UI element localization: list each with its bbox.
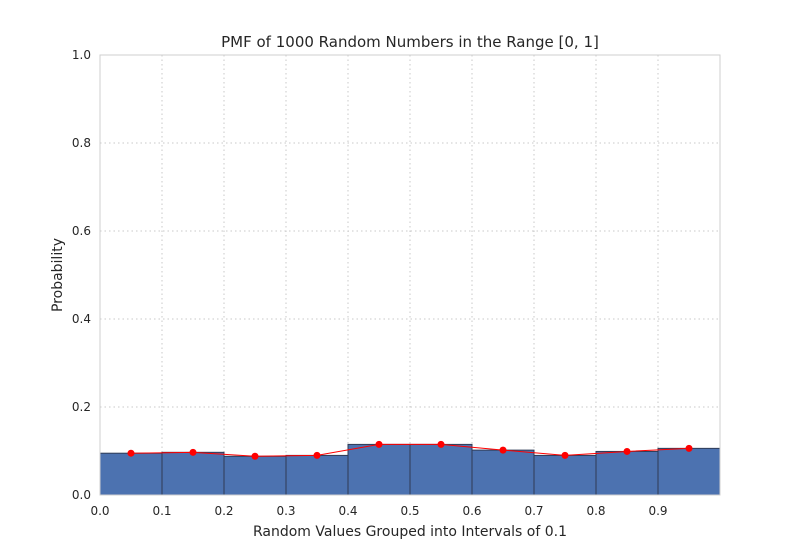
line-overlay	[130, 443, 690, 457]
x-tick-label: 0.3	[276, 504, 295, 518]
y-axis-label: Probability	[50, 238, 66, 312]
x-tick-labels: 0.0 0.1 0.2 0.3 0.4 0.5 0.6 0.7 0.8 0.9	[90, 504, 667, 518]
x-axis-label: Random Values Grouped into Intervals of …	[253, 524, 567, 540]
y-tick-label: 1.0	[72, 48, 91, 62]
markers	[127, 440, 693, 460]
x-tick-label: 0.6	[462, 504, 481, 518]
data-point	[313, 451, 321, 459]
bars	[99, 443, 721, 496]
bar	[347, 443, 411, 496]
data-point	[623, 447, 631, 455]
x-tick-label: 0.8	[586, 504, 605, 518]
x-tick-label: 0.9	[648, 504, 667, 518]
x-tick-label: 0.0	[90, 504, 109, 518]
bar	[285, 454, 349, 496]
bar	[471, 449, 535, 496]
plot-frame	[99, 54, 721, 496]
bar	[99, 452, 163, 496]
y-tick-label: 0.6	[72, 224, 91, 238]
y-tick-label: 0.2	[72, 400, 91, 414]
bar	[223, 455, 287, 496]
bar	[595, 450, 659, 496]
bar	[409, 443, 473, 496]
x-tick-label: 0.1	[152, 504, 171, 518]
data-point	[189, 448, 197, 456]
y-tick-label: 0.8	[72, 136, 91, 150]
data-point	[685, 444, 693, 452]
data-point	[437, 440, 445, 448]
x-tick-label: 0.2	[214, 504, 233, 518]
bar	[657, 447, 721, 496]
chart-title: PMF of 1000 Random Numbers in the Range …	[221, 33, 599, 51]
y-tick-labels: 0.0 0.2 0.4 0.6 0.8 1.0	[72, 48, 91, 502]
data-point	[127, 449, 135, 457]
x-tick-label: 0.4	[338, 504, 357, 518]
data-point	[561, 451, 569, 459]
data-point	[499, 446, 507, 454]
data-point	[375, 440, 383, 448]
x-tick-label: 0.5	[400, 504, 419, 518]
y-tick-label: 0.0	[72, 488, 91, 502]
data-point	[251, 452, 259, 460]
grid-lines	[100, 55, 720, 495]
bar	[161, 451, 225, 496]
y-tick-label: 0.4	[72, 312, 91, 326]
x-tick-label: 0.7	[524, 504, 543, 518]
bar	[533, 454, 597, 496]
series-line	[130, 443, 690, 457]
